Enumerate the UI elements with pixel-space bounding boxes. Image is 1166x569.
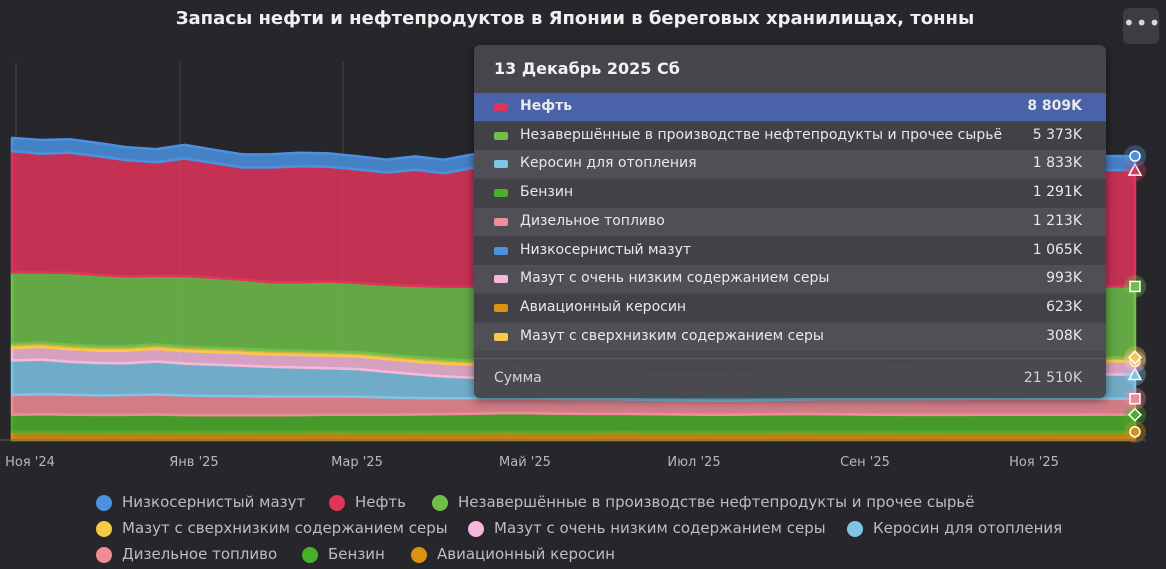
legend-marker <box>96 495 112 511</box>
series-end-markers <box>1124 145 1146 443</box>
end-marker-5 <box>1127 350 1143 365</box>
x-tick-label: Мар '25 <box>331 455 383 470</box>
legend-marker <box>329 495 345 511</box>
tooltip-series-value: 308K <box>1046 327 1082 344</box>
tooltip-series-name: Незавершённые в производстве нефтепродук… <box>520 126 1003 143</box>
tooltip-series-value: 623K <box>1046 298 1082 315</box>
tooltip-row: Незавершённые в производстве нефтепродук… <box>474 121 1106 150</box>
legend-marker <box>468 521 484 537</box>
tooltip-series-value: 5 373K <box>1032 126 1082 143</box>
legend-label: Керосин для отопления <box>873 519 1063 537</box>
tooltip-series-value: 1 833K <box>1032 155 1082 172</box>
legend-label: Незавершённые в производстве нефтепродук… <box>458 493 975 511</box>
tooltip-row: Низкосернистый мазут 1 065K <box>474 236 1106 265</box>
tooltip-swatch <box>494 275 508 284</box>
legend-label: Нефть <box>355 493 406 511</box>
end-marker-3 <box>1127 366 1143 381</box>
tooltip-swatch <box>494 103 508 111</box>
tooltip-series-value: 1 213K <box>1032 212 1082 229</box>
end-marker-6 <box>1129 280 1141 293</box>
legend-label: Авиационный керосин <box>437 545 615 563</box>
legend-label: Мазут с очень низким содержанием серы <box>494 519 826 537</box>
chart-tooltip: 13 Декабрь 2025 Сб Нефть 8 809K Незавершён… <box>474 45 1106 398</box>
chart-menu-button[interactable]: ••• <box>1123 8 1162 44</box>
tooltip-row: Дизельное топливо 1 213K <box>474 207 1106 236</box>
tooltip-series-value: 1 065K <box>1032 241 1082 258</box>
tooltip-date: 13 Декабрь 2025 Сб <box>494 59 680 78</box>
tooltip-swatch <box>494 303 508 312</box>
x-tick-label: Янв '25 <box>169 455 218 470</box>
tooltip-series-name: Авиационный керосин <box>520 298 687 315</box>
tooltip-series-name: Мазут с сверхнизким содержанием серы <box>520 327 824 344</box>
legend-label: Бензин <box>328 545 385 563</box>
end-marker-7 <box>1127 162 1143 176</box>
end-marker-0 <box>1129 426 1141 438</box>
tooltip-row: Нефть 8 809K <box>474 93 1106 121</box>
tooltip-swatch <box>494 246 508 255</box>
tooltip-series-name: Мазут с очень низким содержанием серы <box>520 270 830 287</box>
end-marker-8 <box>1129 150 1141 162</box>
legend-marker <box>847 521 863 537</box>
tooltip-series-value: 1 291K <box>1032 184 1082 201</box>
x-tick-label: Июл '25 <box>667 455 720 470</box>
tooltip-row: Мазут с очень низким содержанием серы 993… <box>474 265 1106 294</box>
legend-marker <box>96 521 112 537</box>
x-tick-label: Май '25 <box>499 455 551 470</box>
tooltip-row: Керосин для отопления 1 833K <box>474 150 1106 179</box>
tooltip-series-name: Нефть <box>520 98 573 114</box>
tooltip-separator <box>474 358 1106 359</box>
chart-title: Запасы нефти и нефтепродуктов в Японии в… <box>175 8 975 29</box>
ellipsis-icon: ••• <box>1123 11 1162 35</box>
tooltip-series-value: 993K <box>1046 270 1082 287</box>
tooltip-row: Бензин 1 291K <box>474 179 1106 208</box>
x-axis: Ноя '24 Янв '25 Мар '25 Май '25 Июл '25 Сен '… <box>0 439 1146 470</box>
legend-marker <box>411 547 427 563</box>
x-tick-label: Сен '25 <box>840 455 890 470</box>
tooltip-swatch <box>494 160 508 169</box>
legend-label: Мазут с сверхнизким содержанием серы <box>122 519 448 537</box>
tooltip-series-value: 8 809K <box>1027 98 1082 114</box>
legend-marker <box>432 495 448 511</box>
end-marker-1 <box>1127 407 1143 422</box>
legend-marker <box>96 547 112 563</box>
tooltip-swatch <box>494 189 508 198</box>
tooltip-swatch <box>494 332 508 341</box>
tooltip-series-name: Низкосернистый мазут <box>520 241 692 258</box>
legend-marker <box>302 547 318 563</box>
tooltip-sum-label: Сумма <box>494 370 542 386</box>
tooltip-series-name: Бензин <box>520 184 574 201</box>
tooltip-row: Авиационный керосин 623K <box>474 293 1106 322</box>
tooltip-swatch <box>494 217 508 226</box>
tooltip-row: Мазут с сверхнизким содержанием серы 308K <box>474 322 1106 351</box>
tooltip-series-name: Керосин для отопления <box>520 155 697 172</box>
tooltip-series-name: Дизельное топливо <box>520 212 665 229</box>
x-tick-label: Ноя '25 <box>1009 455 1059 470</box>
x-tick-label: Ноя '24 <box>5 455 55 470</box>
tooltip-swatch <box>494 131 508 140</box>
legend-label: Низкосернистый мазут <box>122 493 306 511</box>
end-marker-2 <box>1129 392 1141 405</box>
tooltip-sum-value: 21 510K <box>1023 370 1082 386</box>
legend-label: Дизельное топливо <box>122 545 278 563</box>
